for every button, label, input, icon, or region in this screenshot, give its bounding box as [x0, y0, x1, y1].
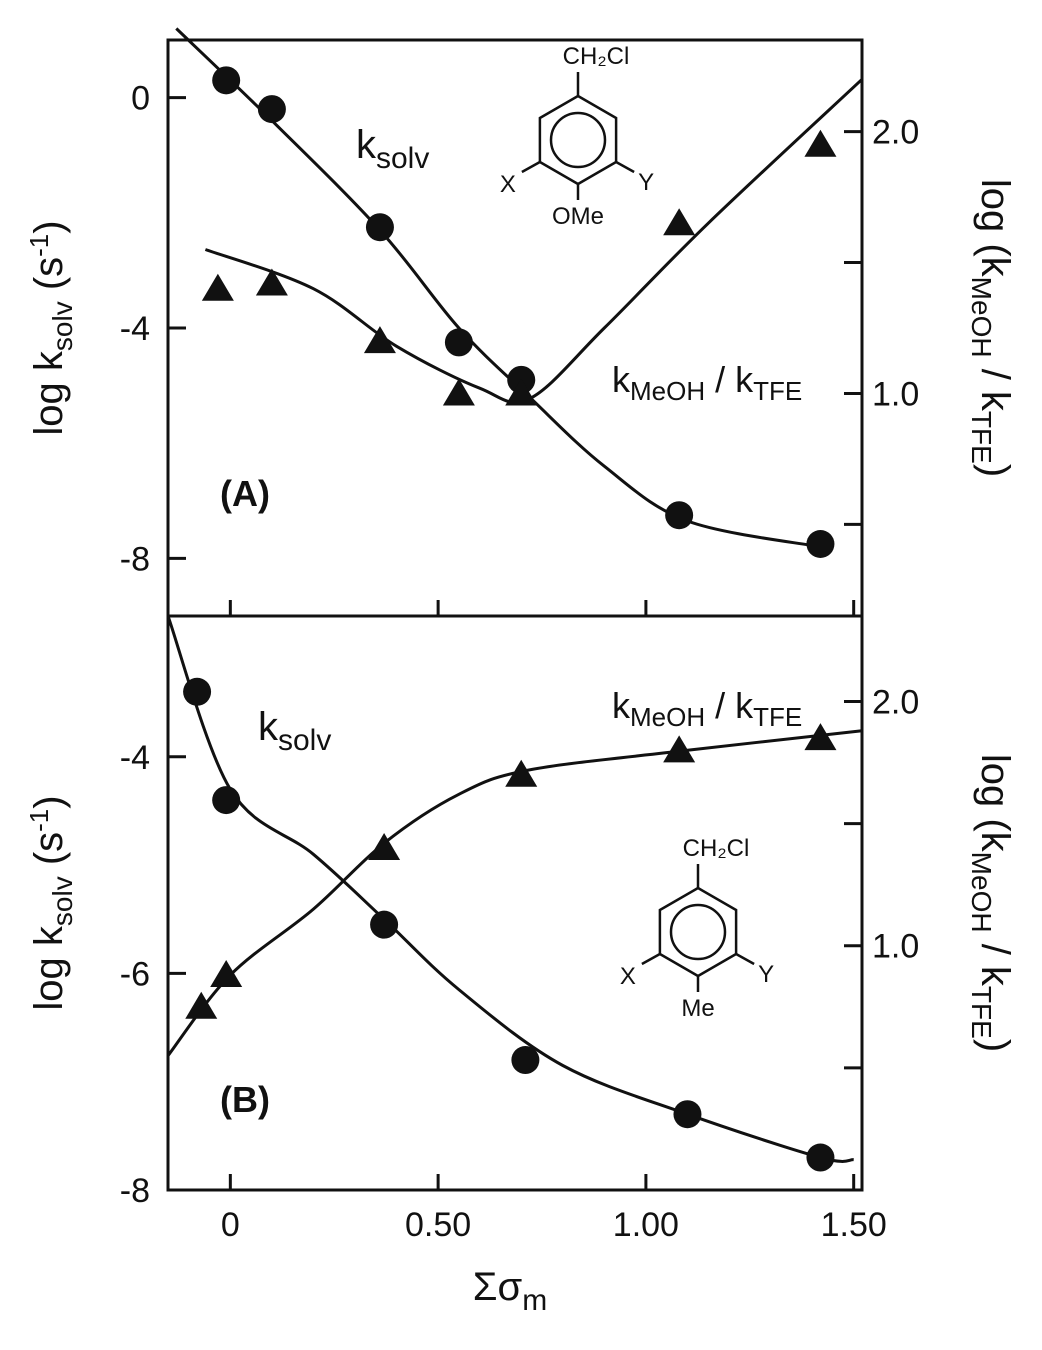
- y-left-tick-label: -6: [120, 955, 150, 993]
- panel-label: (B): [220, 1079, 270, 1120]
- ksolv-point: [444, 328, 473, 357]
- y-left-title-unit: (s: [27, 832, 71, 876]
- ratio-point: [210, 960, 243, 988]
- ksolv-point: [511, 1046, 540, 1075]
- ratio-point: [663, 735, 696, 763]
- y-left-title-sup: -1: [24, 234, 54, 257]
- ratio-point: [804, 723, 837, 751]
- ksolv-point: [370, 910, 399, 939]
- substituent-top: CH₂Cl: [563, 43, 630, 70]
- x-tick-label: 0: [221, 1206, 240, 1244]
- y-left-title-unit: (s: [27, 257, 71, 301]
- y-left-tick-label: -4: [120, 310, 150, 348]
- ratio-point: [368, 833, 401, 861]
- y-left-axis-title: log ksolv (s-1): [24, 795, 78, 1010]
- y-right-axis-title: log (kMeOH / kTFE): [966, 179, 1017, 477]
- y-right-title-sub1: MeOH: [966, 277, 997, 358]
- substituent-y: Y: [638, 169, 654, 196]
- ksolv-point: [183, 677, 212, 706]
- substituent-x: X: [620, 963, 636, 990]
- ksolv-point: [673, 1100, 702, 1129]
- x-axis-title-sub: m: [522, 1284, 547, 1317]
- substituent-bottom: OMe: [552, 203, 604, 230]
- ratio-point: [255, 268, 288, 296]
- y-left-tick-label: -8: [120, 540, 150, 578]
- ratio-point: [663, 208, 696, 236]
- panel-a: 0 -4 -8 2.0 1.0 log ksolv (s-1) log (kMeOH / k…: [24, 27, 1017, 618]
- ratio-series-label: kMeOH / kTFE: [612, 685, 802, 732]
- y-right-title-end: ): [973, 464, 1017, 477]
- ratio-label-sub2: TFE: [753, 376, 802, 406]
- y-right-title-end: ): [973, 1039, 1017, 1052]
- y-right-tick-label: 2.0: [872, 114, 919, 152]
- ksolv-series-label: ksolv: [356, 123, 429, 175]
- y-right-title-mid: / k: [973, 358, 1017, 412]
- ratio-label-mid: / k: [705, 359, 754, 400]
- substituent-y: Y: [758, 961, 774, 988]
- aromatic-circle: [669, 903, 727, 961]
- y-right-title-sub1: MeOH: [966, 852, 997, 933]
- ksolv-point: [212, 786, 241, 815]
- bond-right: [615, 160, 635, 174]
- bond-left: [641, 952, 661, 966]
- y-left-title-sub: solv: [47, 876, 78, 926]
- bond-right: [735, 952, 755, 966]
- ksolv-point: [365, 213, 394, 242]
- plot-frame: [166, 614, 864, 1192]
- x-tick-label: 1.00: [613, 1206, 679, 1244]
- y-left-tick-label: -8: [120, 1172, 150, 1210]
- ksolv-point: [806, 530, 835, 558]
- structure-diagram: CH₂Cl X Y Me: [620, 835, 774, 1022]
- ksolv-label-sub: solv: [376, 142, 429, 175]
- y-right-title-mid: / k: [973, 933, 1017, 987]
- y-left-tick-label: -4: [120, 739, 150, 777]
- x-axis: 0 0.50 1.00 1.50 Σσm: [221, 600, 887, 1317]
- y-left-title-end: ): [27, 795, 71, 808]
- ratio-series-label: kMeOH / kTFE: [612, 359, 802, 406]
- x-axis-title: Σσm: [473, 1265, 547, 1317]
- substituent-x: X: [500, 171, 516, 198]
- y-left-title-sub: solv: [47, 301, 78, 351]
- ksolv-label-sub: solv: [278, 724, 331, 757]
- ksolv-point: [665, 501, 694, 530]
- aromatic-circle: [549, 111, 607, 169]
- ratio-label-mid: / k: [705, 685, 754, 726]
- ratio-fit-line: [204, 78, 864, 404]
- y-right-tick-label: 2.0: [872, 683, 919, 721]
- y-right-tick-label: 1.0: [872, 928, 919, 966]
- substituent-top: CH₂Cl: [683, 835, 750, 862]
- y-left-axis-title: log ksolv (s-1): [24, 220, 78, 435]
- y-left-title-end: ): [27, 220, 71, 233]
- ratio-label-sub1: MeOH: [630, 702, 705, 732]
- ratio-point: [804, 129, 837, 157]
- ratio-point: [185, 991, 218, 1019]
- panel-label: (A): [220, 473, 270, 514]
- y-right-axis-title: log (kMeOH / kTFE): [966, 754, 1017, 1052]
- ksolv-point: [257, 95, 286, 124]
- y-left-title-sup: -1: [24, 809, 54, 832]
- ratio-point: [442, 378, 475, 406]
- plot-frame: [166, 38, 864, 618]
- x-tick-label: 0.50: [405, 1206, 471, 1244]
- ratio-label-sub1: MeOH: [630, 376, 705, 406]
- y-right-tick-label: 1.0: [872, 375, 919, 413]
- ratio-label-sub2: TFE: [753, 702, 802, 732]
- bond-left: [521, 160, 541, 174]
- ratio-point: [505, 378, 538, 406]
- ratio-point: [505, 759, 538, 787]
- ksolv-series-label: ksolv: [258, 705, 331, 757]
- y-right-title-sub2: TFE: [966, 986, 997, 1039]
- ksolv-point: [806, 1143, 835, 1172]
- ratio-point: [201, 273, 234, 301]
- ratio-point: [363, 326, 396, 354]
- substituent-bottom: Me: [681, 995, 714, 1022]
- structure-diagram: CH₂Cl X Y OMe: [500, 43, 654, 230]
- x-tick-label: 1.50: [821, 1206, 887, 1244]
- y-left-tick-label: 0: [131, 80, 150, 118]
- ksolv-point: [212, 66, 241, 95]
- panel-b: -4 -6 -8 2.0 1.0 log ksolv (s-1) log (kMeOH / …: [24, 614, 1017, 1210]
- y-right-title-sub2: TFE: [966, 411, 997, 464]
